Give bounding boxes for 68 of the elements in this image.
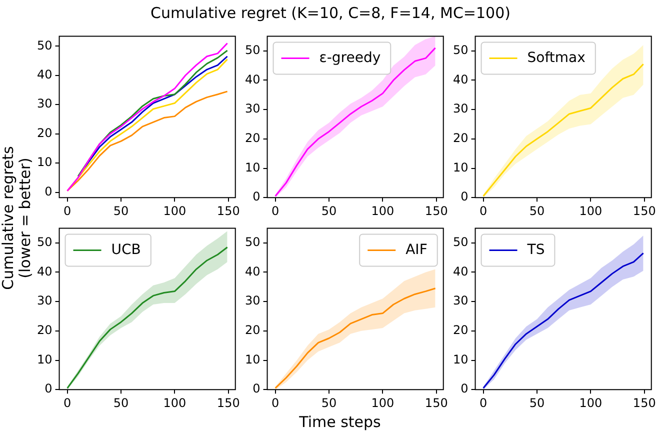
x-tick-label: 150 [216,396,240,410]
x-tick-label: 100 [579,204,602,218]
x-tick-label: 0 [64,396,72,410]
x-tick-label: 50 [113,204,129,218]
y-tick-label: 20 [452,131,468,146]
y-tick-label: 30 [36,96,52,111]
legend-label: TS [526,242,545,258]
x-tick-label: 0 [272,396,280,410]
x-tick-label: 150 [632,204,656,218]
legend-label: AIF [406,242,428,258]
text: Cumulative regret (K=10, C=8, F=14, MC=100) [150,4,512,22]
x-tick-label: 0 [480,396,488,410]
y-tick-label: 10 [244,160,260,174]
y-tick-label: 0 [44,184,52,198]
y-tick-label: 20 [452,323,468,338]
y-tick-label: 50 [36,235,52,249]
x-tick-label: 0 [64,204,72,218]
legend-label: UCB [111,242,141,258]
x-axis-title: Time steps [298,413,382,431]
x-tick-label: 0 [272,204,280,218]
y-tick-label: 40 [452,264,468,278]
y-tick-label: 20 [36,126,52,140]
x-tick-label: 150 [424,204,448,218]
x-tick-label: 50 [321,396,337,410]
y-tick-label: 30 [244,102,260,116]
x-tick-label: 150 [424,396,448,410]
y-tick-label: 10 [36,155,52,170]
y-tick-label: 0 [460,382,468,396]
y-tick-label: 20 [244,323,260,338]
x-tick-label: 100 [371,204,394,218]
y-tick-label: 30 [452,102,468,116]
y-tick-label: 0 [252,190,260,204]
x-tick-label: 150 [632,396,656,410]
y-tick-label: 20 [244,131,260,146]
y-tick-label: 0 [44,382,52,396]
legend-label: ε-greedy [319,50,381,66]
x-tick-label: 50 [529,204,545,218]
y-tick-label: 50 [244,43,260,57]
y-tick-label: 40 [36,68,52,82]
x-tick-label: 50 [321,204,337,218]
y-tick-label: 20 [36,323,52,338]
y-tick-label: 10 [452,352,468,366]
y-tick-label: 50 [452,235,468,249]
x-tick-label: 150 [216,204,240,218]
x-tick-label: 50 [113,396,129,410]
x-tick-label: 0 [480,204,488,218]
legend-label: Softmax [527,50,586,66]
x-tick-label: 100 [579,396,602,410]
x-tick-label: 100 [371,396,394,410]
y-axis-title: Cumulative regrets (lower = better) [0,146,34,290]
y-tick-label: 30 [244,294,260,308]
x-tick-label: 100 [163,396,186,410]
y-tick-label: 10 [452,160,468,174]
y-tick-label: 40 [36,264,52,278]
y-tick-label: 50 [244,235,260,249]
y-tick-label: 10 [244,352,260,366]
y-tick-label: 0 [252,382,260,396]
x-tick-label: 100 [163,204,186,218]
y-tick-label: 50 [452,43,468,57]
y-tick-label: 40 [452,72,468,86]
y-tick-label: 30 [36,294,52,308]
y-tick-label: 40 [244,72,260,86]
y-tick-label: 0 [460,190,468,204]
y-tick-label: 30 [452,294,468,308]
y-tick-label: 40 [244,264,260,278]
y-tick-label: 50 [36,38,52,52]
x-tick-label: 50 [529,396,545,410]
y-tick-label: 10 [36,352,52,366]
